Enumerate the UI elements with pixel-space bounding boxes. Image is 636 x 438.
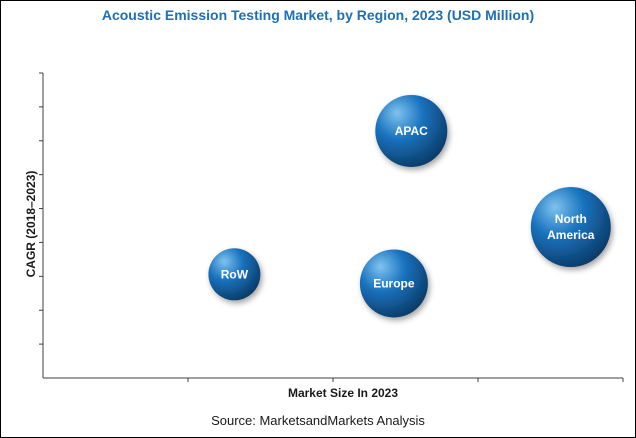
bubble-europe: Europe [359,249,428,318]
chart-title: Acoustic Emission Testing Market, by Reg… [102,7,534,23]
bubble-row: RoW [208,248,261,301]
bubbles: APAC North America RoW Europe [208,94,611,318]
bubble-label-apac: APAC [395,124,428,138]
source-note: Source: MarketsandMarkets Analysis [211,413,425,428]
y-axis-label: CAGR (2018–2023) [24,171,38,278]
bubble-north-america: North America [530,187,611,268]
bubble-marker-row [208,248,261,301]
x-axis-label: Market Size In 2023 [288,386,398,400]
bubble-label-row: RoW [221,267,249,281]
bubble-marker-europe [359,249,428,318]
bubble-label-north-america: North [555,212,587,226]
bubble-label-north-america: America [547,228,595,242]
bubble-label-europe: Europe [373,276,415,290]
axes [39,72,624,382]
bubble-marker-north-america [530,187,611,268]
bubble-marker-apac [375,94,448,167]
bubble-apac: APAC [375,94,448,167]
